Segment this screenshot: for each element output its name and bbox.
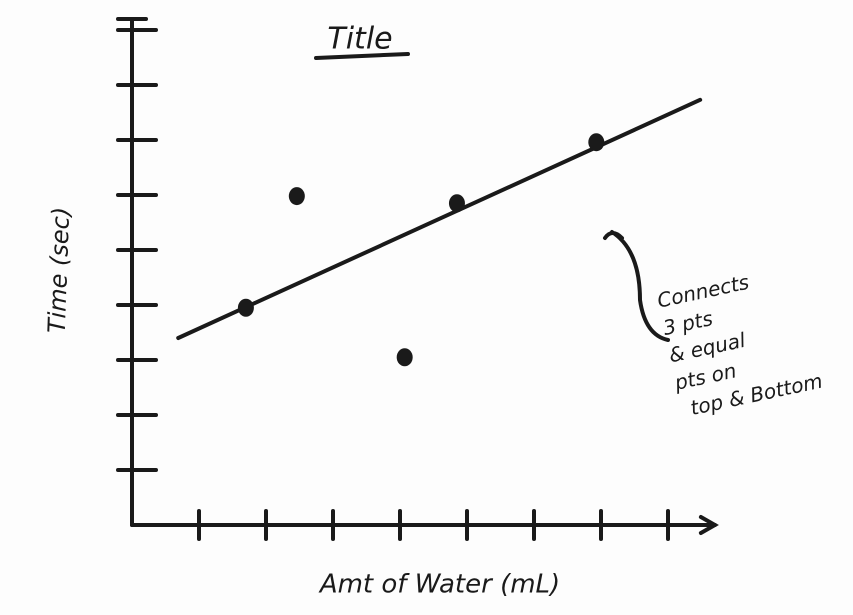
chart: Title Time (sec) Amt of Water (mL) Conne… [0,0,853,615]
data-point [449,194,465,212]
data-point [397,348,413,366]
chart-title: Title [327,22,392,57]
data-point [289,187,305,205]
y-axis-label: Time (sec) [43,206,75,333]
data-point [238,299,254,317]
background [0,0,853,615]
data-point [588,133,604,151]
page: {"chart_data": { "type": "scatter", "tit… [0,0,853,615]
x-axis-label: Amt of Water (mL) [318,570,560,600]
